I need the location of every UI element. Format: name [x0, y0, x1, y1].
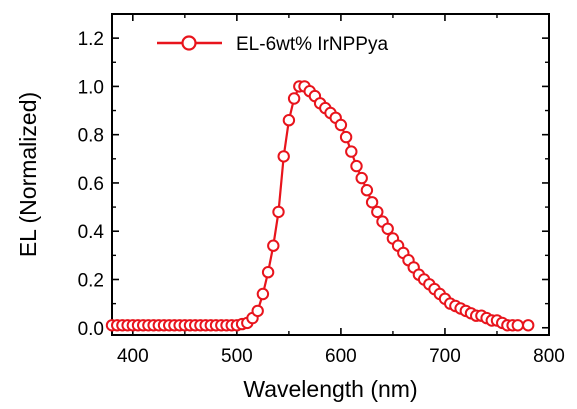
x-tick-label: 600 — [325, 346, 357, 367]
y-tick-label: 0.4 — [78, 222, 105, 243]
y-tick-label: 0.8 — [78, 126, 104, 147]
data-point — [511, 319, 524, 332]
data-point — [282, 114, 296, 127]
plot-frame — [111, 13, 550, 336]
y-tick-label: 0.2 — [78, 270, 104, 291]
data-point — [287, 92, 301, 105]
data-point — [522, 319, 535, 332]
data-point — [334, 118, 348, 132]
data-point — [350, 159, 363, 173]
x-tick-label: 800 — [533, 346, 565, 367]
data-point — [365, 196, 379, 209]
data-point — [267, 239, 280, 252]
series-line — [112, 85, 529, 327]
data-point — [355, 171, 368, 185]
data-point — [339, 130, 353, 144]
data-point — [277, 150, 290, 163]
data-point — [345, 145, 358, 158]
y-tick-label: 0.0 — [78, 319, 104, 340]
data-point — [251, 304, 264, 318]
data-point — [272, 205, 285, 219]
data-point — [381, 222, 394, 236]
legend-marker — [181, 35, 197, 51]
x-tick-label: 700 — [429, 346, 461, 367]
legend-label: EL-6wt% IrNPPya — [236, 34, 388, 55]
y-tick-label: 1.0 — [78, 77, 104, 98]
y-axis-title: EL (Normalized) — [15, 92, 41, 257]
data-point — [261, 266, 275, 279]
y-tick-label: 1.2 — [78, 29, 104, 50]
data-point — [371, 205, 384, 219]
x-tick-label: 400 — [117, 346, 149, 367]
data-point — [360, 184, 374, 197]
data-point — [256, 287, 270, 301]
y-tick-label: 0.6 — [78, 174, 104, 195]
x-tick-label: 500 — [221, 346, 253, 367]
x-axis-title: Wavelength (nm) — [243, 376, 417, 402]
